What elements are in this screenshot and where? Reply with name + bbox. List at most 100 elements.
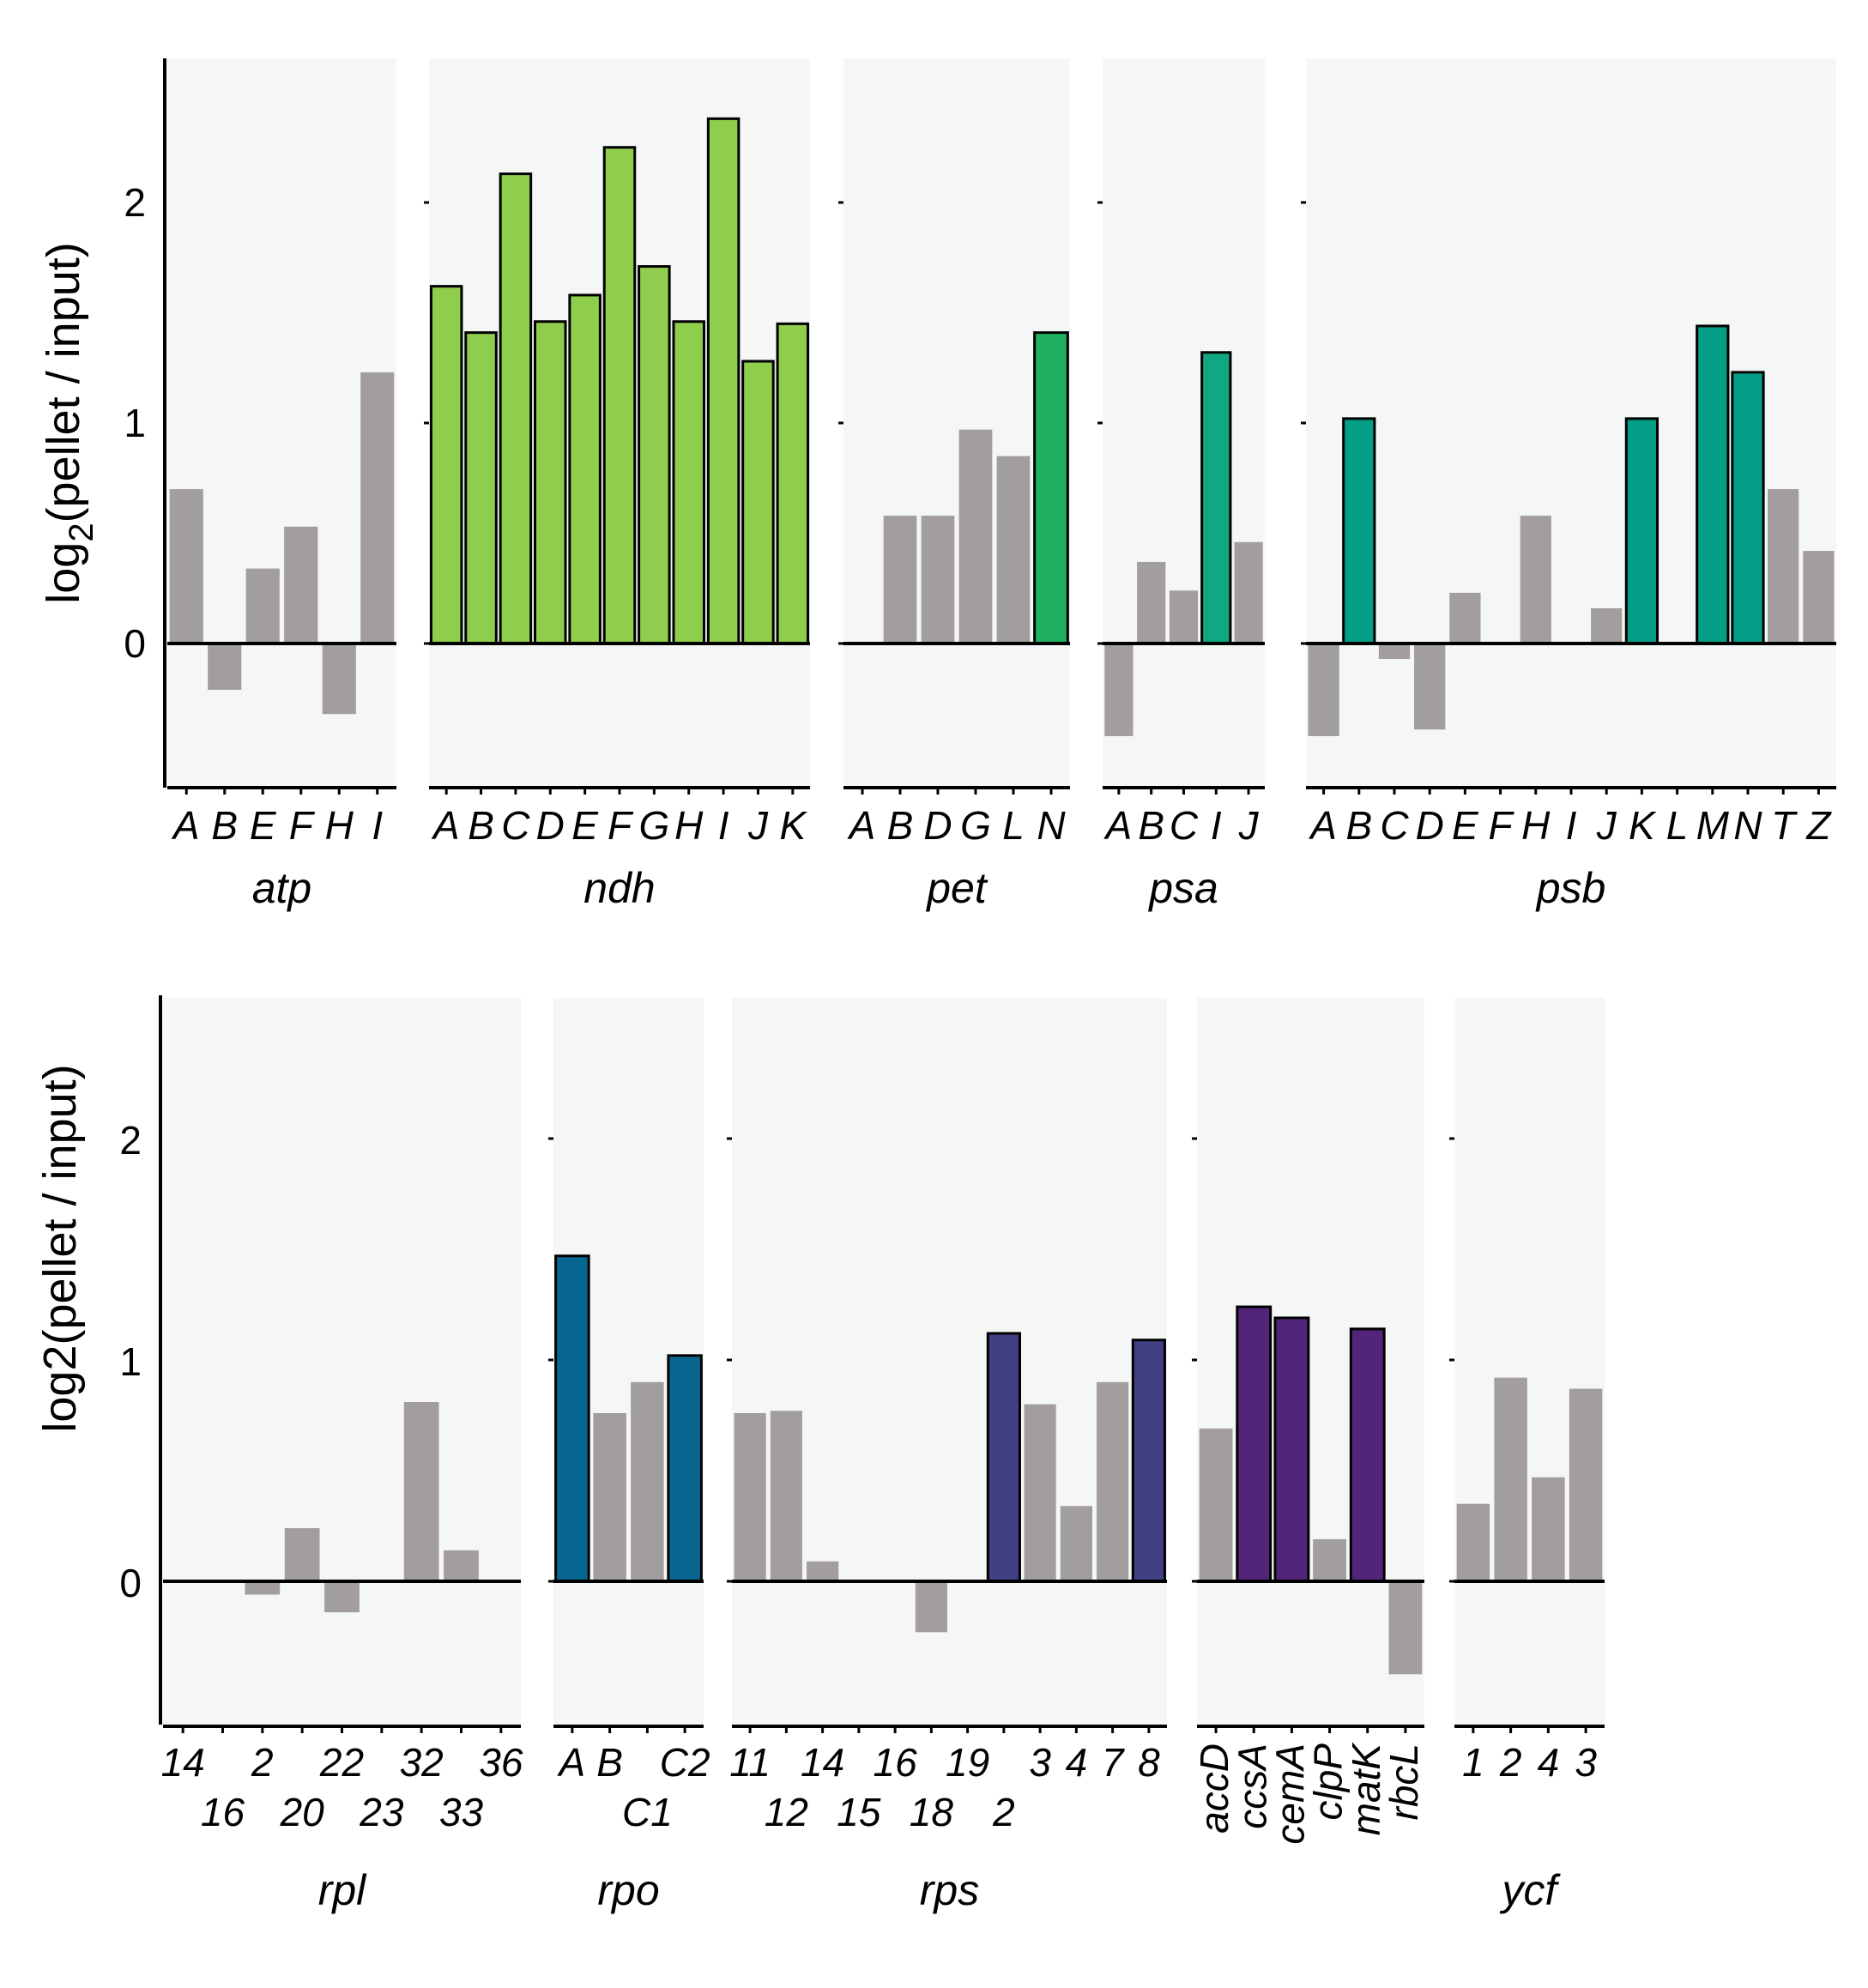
bar-rps-12 [770,1411,802,1581]
category-label-rps-8: 8 [1138,1740,1160,1785]
category-label-atp-E: E [250,803,277,848]
bar-rps-2 [986,1332,1021,1583]
category-label-ndh-D: D [536,803,565,848]
bar-psb-E [1449,592,1481,644]
bar-psb-Z [1803,551,1835,644]
group-label-rpl: rpl [318,1866,367,1914]
bar-psb-B [1342,417,1376,645]
category-label-rpl-32: 32 [400,1740,444,1785]
category-label-psb-B: B [1345,803,1372,848]
bar-psa-C [1169,590,1199,644]
category-label-pet-A: A [847,803,876,848]
bottom-panel-background-rps [732,998,1167,1726]
bar-other-clpP [1313,1538,1347,1581]
category-label-rpl-20: 20 [280,1790,325,1834]
bar-psa-A [1104,644,1133,736]
bottom-chart: 2 1 0 log2(pellet / input) 1416220222332… [34,995,1605,1914]
bar-ndh-A [429,285,463,645]
bar-pet-B [883,515,917,644]
bar-rpo-A [554,1254,590,1583]
group-label-ndh: ndh [583,864,655,912]
bar-rpo-B [593,1412,626,1581]
category-label-rpo-B: B [596,1740,623,1785]
group-label-pet: pet [925,864,988,912]
category-label-rpo-C1: C1 [622,1790,673,1834]
category-label-psb-M: M [1696,803,1730,848]
category-label-rpo-A: A [557,1740,586,1785]
category-label-ycf-3: 3 [1575,1740,1597,1785]
top-y-axis-label: log2(pellet / input) [38,242,100,603]
category-label-other-matK: matK [1344,1742,1388,1836]
bar-rps-7 [1097,1381,1129,1581]
group-label-ycf: ycf [1500,1866,1562,1914]
category-label-psb-Z: Z [1805,803,1832,848]
category-label-pet-G: G [960,803,991,848]
category-label-psb-C: C [1380,803,1409,848]
bar-pet-L [996,456,1031,644]
bar-rps-18 [915,1581,947,1633]
category-label-psa-I: I [1211,803,1222,848]
bottom-panel-background-ycf [1454,998,1605,1726]
category-label-ndh-E: E [571,803,599,848]
bar-rpl-2 [245,1581,281,1595]
category-label-ndh-K: K [779,803,807,848]
category-label-psa-C: C [1170,803,1199,848]
category-label-psb-F: F [1489,803,1515,848]
category-label-rps-7: 7 [1102,1740,1125,1785]
top-ytick-label-2: 2 [124,180,146,225]
category-label-ndh-I: I [718,803,729,848]
top-panel-background-pet [843,58,1070,788]
category-label-psa-B: B [1138,803,1164,848]
group-label-atp: atp [252,864,312,912]
bottom-panel-ycf: 1 2 4 3 ycf [1449,998,1605,1914]
bar-ndh-G [638,265,671,645]
category-label-rps-18: 18 [910,1790,954,1834]
category-label-rps-3: 3 [1029,1740,1051,1785]
category-label-psa-J: J [1238,803,1260,848]
bar-rpl-32 [403,1402,439,1581]
top-ytick-label-0: 0 [124,621,146,666]
category-label-psb-T: T [1771,803,1798,848]
category-label-rpl-2: 2 [251,1740,274,1785]
category-label-psb-I: I [1566,803,1577,848]
bar-ndh-H [672,320,705,645]
bar-ycf-2 [1494,1377,1527,1581]
category-label-rpl-33: 33 [439,1790,484,1834]
category-label-other-ccsA: ccsA [1230,1743,1274,1829]
bottom-y-axis-label: log2(pellet / input) [34,1064,86,1432]
bar-rps-8 [1131,1338,1166,1583]
bottom-ytick-label-0: 0 [119,1561,142,1605]
category-label-ndh-J: J [747,803,769,848]
bar-pet-N [1033,331,1069,645]
category-label-atp-A: A [171,803,200,848]
category-label-atp-H: H [325,803,354,848]
bar-atp-A [169,489,203,644]
bottom-ytick-label-2: 2 [119,1118,142,1163]
bar-other-cemA [1273,1316,1310,1583]
category-label-psb-A: A [1308,803,1337,848]
group-label-rps: rps [920,1866,979,1914]
category-label-psb-H: H [1521,803,1551,848]
bar-psb-H [1520,515,1551,644]
category-label-rpo-C2: C2 [660,1740,710,1785]
category-label-rps-16: 16 [874,1740,918,1785]
bar-atp-H [322,644,356,715]
bar-psb-K [1624,417,1659,645]
bottom-panel-background-other [1197,998,1424,1726]
bar-ndh-F [602,146,637,645]
category-label-psb-K: K [1629,803,1657,848]
category-label-other-accD: accD [1192,1743,1236,1834]
category-label-pet-D: D [923,803,952,848]
bar-atp-E [245,568,280,644]
category-label-psb-E: E [1452,803,1479,848]
bar-psb-D [1414,644,1446,730]
category-label-pet-L: L [1002,803,1025,848]
